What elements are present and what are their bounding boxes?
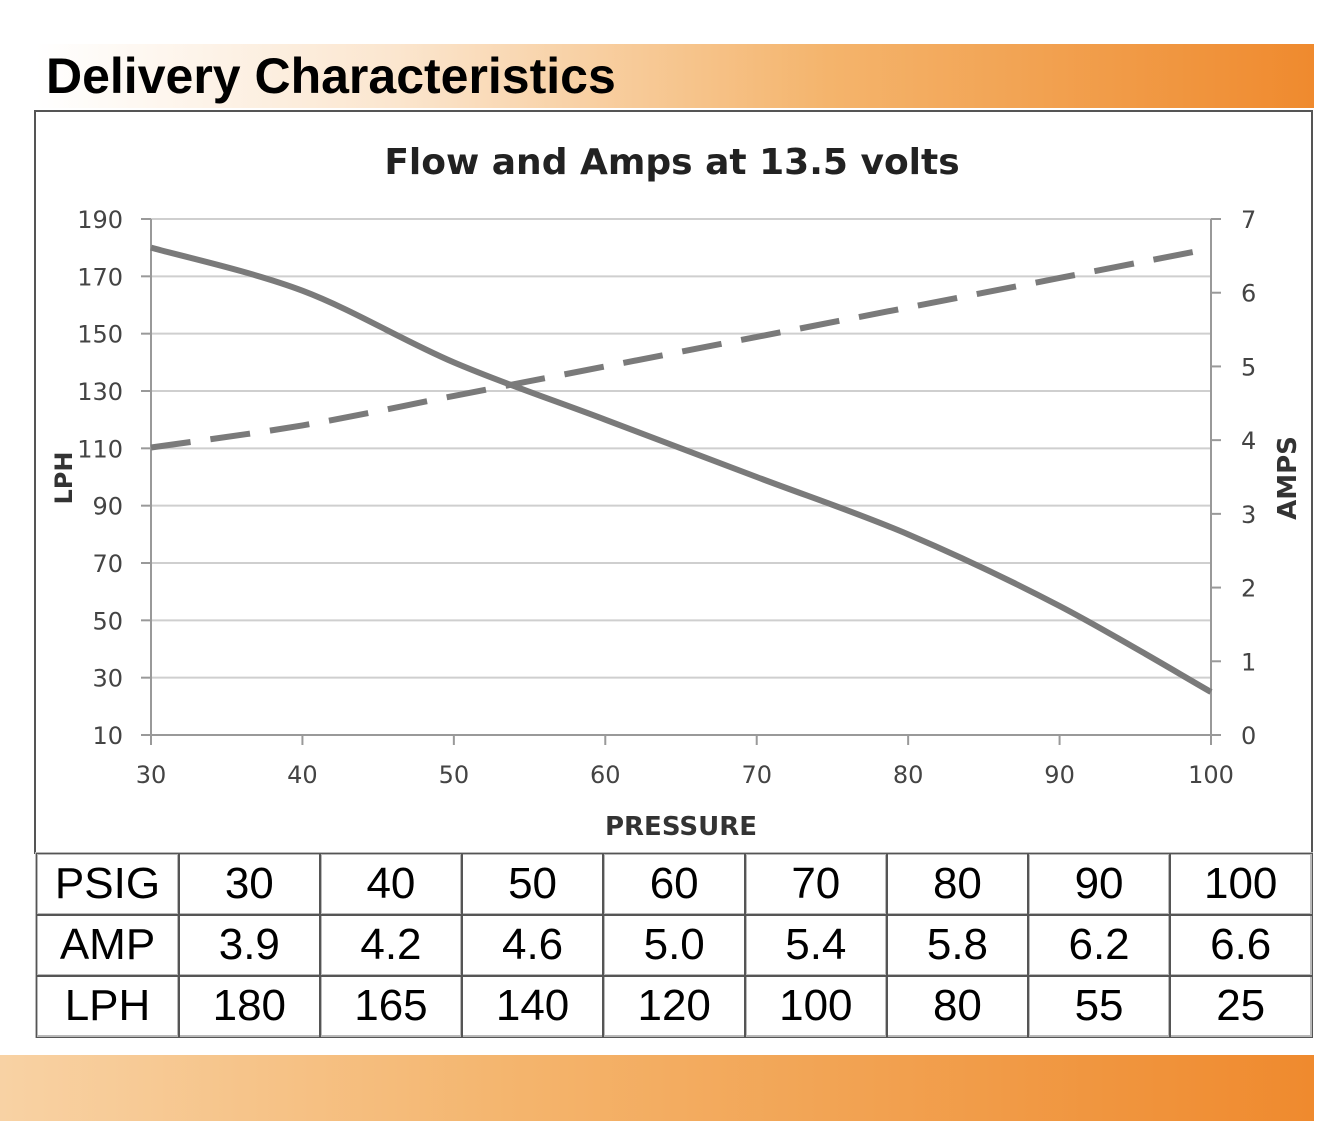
chart-frame xyxy=(34,110,1313,854)
table-cell: 140 xyxy=(460,974,605,1038)
x-tick-label: 50 xyxy=(439,761,470,789)
chart-title: Flow and Amps at 13.5 volts xyxy=(384,142,959,183)
table-cell: 55 xyxy=(1026,974,1172,1038)
table-cell: 80 xyxy=(885,974,1030,1038)
table-cell: 60 xyxy=(601,852,747,916)
y-axis-label: LPH xyxy=(50,452,78,505)
table-cell: 165 xyxy=(318,974,464,1038)
header-bar: Delivery Characteristics xyxy=(36,44,1314,108)
gridlines xyxy=(151,218,1211,736)
data-table: PSIG 30 40 50 60 70 80 90 100 AMP 3.9 4.2 4.6 5.0 5.4 5… xyxy=(35,852,1313,1038)
table-cell: 180 xyxy=(177,974,322,1038)
series-line-amp xyxy=(150,245,1212,451)
table-cell: 100 xyxy=(1168,852,1313,916)
flow-amps-chart: Flow and Amps at 13.5 volts 190170150130… xyxy=(50,142,1303,842)
y2-tick-label: 7 xyxy=(1241,206,1256,234)
table-row-header: LPH xyxy=(35,974,180,1038)
y-tick-label: 130 xyxy=(77,378,123,406)
y2-tick-label: 2 xyxy=(1241,575,1256,603)
table-cell: 120 xyxy=(601,974,747,1038)
table-cell: 5.0 xyxy=(601,913,747,977)
x-tick-label: 30 xyxy=(136,761,167,789)
table-row: LPH 180 165 140 120 100 80 55 25 xyxy=(35,974,1313,1038)
table-cell: 25 xyxy=(1168,974,1313,1038)
x-tick-label: 80 xyxy=(893,761,924,789)
footer-bar xyxy=(0,1055,1314,1121)
y2-tick-label: 6 xyxy=(1241,280,1256,308)
y-tick-label: 90 xyxy=(92,493,123,521)
table-row: AMP 3.9 4.2 4.6 5.0 5.4 5.8 6.2 6.6 xyxy=(35,913,1313,977)
table-row: PSIG 30 40 50 60 70 80 90 100 xyxy=(35,852,1313,916)
y2-tick-label: 0 xyxy=(1241,722,1256,750)
table-cell: 40 xyxy=(318,852,464,916)
table-cell: 70 xyxy=(743,852,889,916)
table-cell: 5.4 xyxy=(743,913,889,977)
table-cell: 80 xyxy=(885,852,1030,916)
y-tick-label: 50 xyxy=(92,607,123,635)
y-tick-label: 170 xyxy=(77,263,123,291)
page-title: Delivery Characteristics xyxy=(46,48,616,104)
x-axis-label: PRESSURE xyxy=(605,812,757,842)
x-tick-label: 70 xyxy=(741,761,772,789)
y-tick-label: 150 xyxy=(77,321,123,349)
table-cell: 50 xyxy=(460,852,605,916)
table-cell: 4.2 xyxy=(318,913,464,977)
y2-tick-label: 5 xyxy=(1241,353,1256,381)
y2-tick-label: 3 xyxy=(1241,501,1256,529)
y-tick-label: 30 xyxy=(92,665,123,693)
series-line-lph xyxy=(150,244,1213,695)
y2-tick-label: 1 xyxy=(1241,648,1256,676)
y-tick-label: 190 xyxy=(77,206,123,234)
table-cell: 6.6 xyxy=(1168,913,1313,977)
table-cell: 3.9 xyxy=(177,913,322,977)
x-tick-label: 40 xyxy=(287,761,318,789)
y-tick-label: 70 xyxy=(92,550,123,578)
y2-tick-label: 4 xyxy=(1241,427,1256,455)
table-row-header: PSIG xyxy=(35,852,180,916)
x-tick-label: 60 xyxy=(590,761,621,789)
y2-axis-label: AMPS xyxy=(1273,436,1303,520)
x-tick-label: 100 xyxy=(1188,761,1234,789)
x-tick-label: 90 xyxy=(1044,761,1075,789)
table-cell: 90 xyxy=(1026,852,1172,916)
table-cell: 100 xyxy=(743,974,889,1038)
y-tick-label: 10 xyxy=(92,722,123,750)
series xyxy=(150,244,1213,695)
table-row-header: AMP xyxy=(35,913,180,977)
table-cell: 6.2 xyxy=(1026,913,1172,977)
y-tick-label: 110 xyxy=(77,435,123,463)
table-cell: 30 xyxy=(177,852,322,916)
table-cell: 4.6 xyxy=(460,913,605,977)
table-cell: 5.8 xyxy=(885,913,1030,977)
